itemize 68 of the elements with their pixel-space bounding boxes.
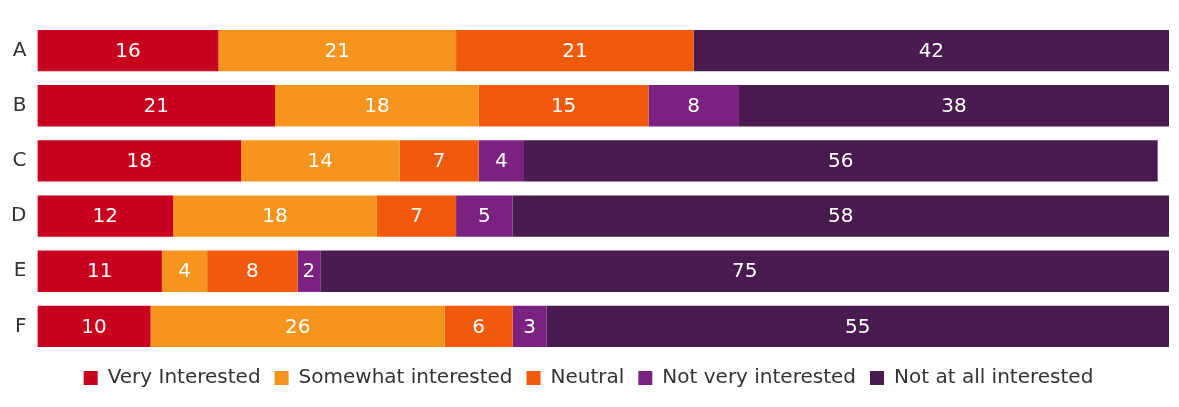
data-label: 2 <box>302 258 316 283</box>
data-label: 8 <box>246 258 259 283</box>
bar <box>444 305 513 348</box>
data-label: 42 <box>918 37 945 62</box>
bar <box>37 250 162 292</box>
legend-label: Not very interested <box>662 364 857 389</box>
data-label: 6 <box>472 313 486 338</box>
data-label: 10 <box>81 313 107 338</box>
y-tick-label: C <box>12 147 27 172</box>
data-label: 18 <box>126 148 152 173</box>
data-label: 8 <box>687 92 701 117</box>
y-tick-label: D <box>10 202 27 227</box>
bar <box>648 85 739 127</box>
bar <box>320 250 1169 292</box>
data-label: 3 <box>523 313 537 338</box>
bar <box>37 140 242 182</box>
data-label: 21 <box>324 37 350 62</box>
legend-label: Not at all interested <box>894 364 1094 389</box>
data-label: 11 <box>86 258 113 283</box>
y-tick-label: B <box>12 91 27 116</box>
bar <box>207 250 298 292</box>
data-label: 55 <box>845 313 871 338</box>
data-label: 4 <box>178 258 191 283</box>
data-label: 15 <box>550 92 577 117</box>
bar <box>150 305 445 348</box>
bar <box>376 195 457 237</box>
legend-label: Somewhat interested <box>298 364 513 389</box>
data-label: 26 <box>284 313 311 338</box>
bar <box>478 85 649 127</box>
legend-label: Neutral <box>550 364 625 389</box>
bar <box>399 140 479 182</box>
data-label: 21 <box>562 37 588 62</box>
bar <box>512 305 547 348</box>
data-label: 18 <box>262 203 288 228</box>
data-label: 58 <box>828 203 854 228</box>
bar <box>738 85 1169 127</box>
data-label: 7 <box>432 148 446 173</box>
data-label: 21 <box>143 92 169 117</box>
data-label: 5 <box>478 203 491 228</box>
data-label: 18 <box>364 92 390 117</box>
y-tick-label: F <box>14 312 27 337</box>
bar <box>173 195 377 237</box>
bar <box>512 195 1169 237</box>
data-label: 16 <box>115 37 141 62</box>
data-label: 7 <box>410 203 423 228</box>
bar <box>37 305 151 348</box>
bar <box>456 29 694 72</box>
bar <box>693 29 1169 72</box>
bar <box>546 305 1169 348</box>
bar <box>478 140 524 182</box>
bar <box>275 85 479 127</box>
data-label: 38 <box>941 92 967 117</box>
legend-label: Very Interested <box>107 364 261 389</box>
data-label: 4 <box>494 148 508 173</box>
bar <box>241 140 400 182</box>
data-label: 12 <box>92 203 119 228</box>
bar <box>161 250 208 292</box>
bar <box>456 195 513 237</box>
bar <box>37 85 276 127</box>
data-label: 14 <box>307 148 334 173</box>
y-tick-label: A <box>12 36 27 61</box>
bar <box>218 29 457 72</box>
data-label: 56 <box>828 148 854 173</box>
bar <box>37 195 174 237</box>
bar <box>37 29 219 72</box>
data-label: 75 <box>731 258 758 283</box>
bar <box>523 140 1158 182</box>
y-tick-label: E <box>13 257 27 282</box>
